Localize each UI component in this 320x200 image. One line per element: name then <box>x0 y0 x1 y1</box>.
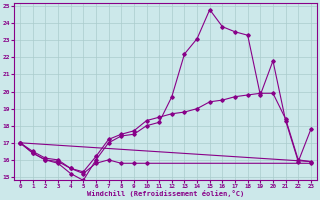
X-axis label: Windchill (Refroidissement éolien,°C): Windchill (Refroidissement éolien,°C) <box>87 190 244 197</box>
